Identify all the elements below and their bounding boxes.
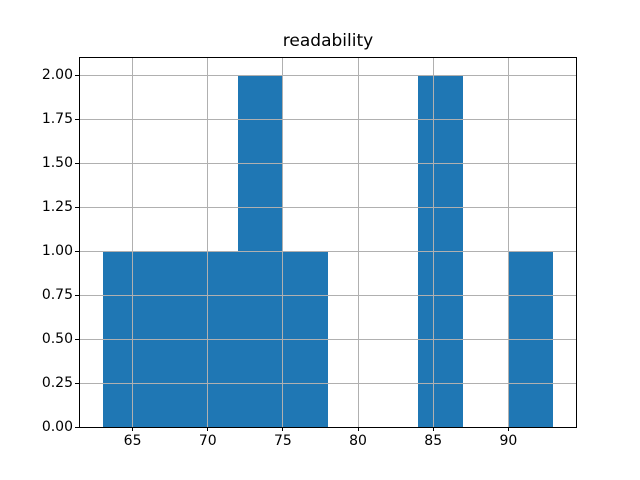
- gridline-horizontal: [80, 206, 576, 208]
- gridline-horizontal: [80, 74, 576, 76]
- x-tick-mark: [432, 427, 434, 432]
- chart-title: readability: [282, 31, 374, 51]
- y-tick-mark: [75, 206, 79, 208]
- gridline-horizontal: [80, 250, 576, 252]
- x-tick-mark: [507, 427, 509, 432]
- gridline-vertical: [207, 57, 209, 428]
- y-tick-label: 0.00: [41, 419, 73, 436]
- gridline-horizontal: [80, 426, 576, 428]
- y-tick-label: 1.00: [41, 243, 73, 260]
- y-tick-label: 0.50: [41, 331, 73, 348]
- x-tick-mark: [207, 427, 209, 432]
- x-tick-label: 70: [198, 433, 217, 450]
- y-tick-label: 1.25: [41, 199, 73, 216]
- y-tick-mark: [75, 426, 79, 428]
- y-tick-mark: [75, 250, 79, 252]
- gridline-horizontal: [80, 294, 576, 296]
- y-tick-label: 1.75: [41, 111, 73, 128]
- x-tick-mark: [357, 427, 359, 432]
- y-tick-label: 2.00: [41, 67, 73, 84]
- gridline-vertical: [507, 57, 509, 428]
- x-tick-label: 65: [123, 433, 142, 450]
- y-tick-label: 0.75: [41, 287, 73, 304]
- gridline-vertical: [432, 57, 434, 428]
- gridline-vertical: [282, 57, 284, 428]
- gridline-horizontal: [80, 162, 576, 164]
- x-tick-label: 90: [499, 433, 518, 450]
- y-tick-mark: [75, 162, 79, 164]
- x-tick-mark: [282, 427, 284, 432]
- x-tick-label: 75: [273, 433, 292, 450]
- y-tick-mark: [75, 294, 79, 296]
- x-tick-label: 85: [424, 433, 443, 450]
- y-tick-mark: [75, 118, 79, 120]
- plot-area: 65 70 75 80 85 90 0.00 0.25 0.50 0.75 1.00 1.25 1.50…: [42, 56, 577, 449]
- gridline-horizontal: [80, 338, 576, 340]
- gridline-vertical: [132, 57, 134, 428]
- y-tick-mark: [75, 74, 79, 76]
- gridline-horizontal: [80, 382, 576, 384]
- y-tick-mark: [75, 382, 79, 384]
- y-tick-mark: [75, 338, 79, 340]
- gridline-vertical: [357, 57, 359, 428]
- x-tick-mark: [132, 427, 134, 432]
- y-tick-label: 0.25: [41, 375, 73, 392]
- x-tick-label: 80: [349, 433, 367, 450]
- gridline-horizontal: [80, 118, 576, 120]
- y-tick-label: 1.50: [41, 155, 73, 172]
